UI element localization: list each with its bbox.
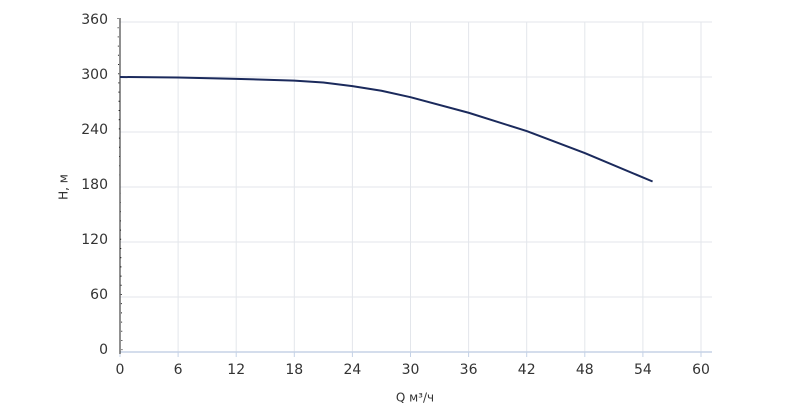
x-tick-label: 48 <box>576 362 594 378</box>
x-tick-label: 54 <box>634 362 652 378</box>
curve <box>119 76 653 183</box>
y-tick-label: 0 <box>99 342 108 358</box>
x-tick-label: 36 <box>460 362 478 378</box>
y-axis-minor <box>117 17 123 355</box>
x-tick-label: 0 <box>116 362 125 378</box>
x-axis-label: Q м³/ч <box>396 391 434 405</box>
x-tick-label: 6 <box>174 362 183 378</box>
y-tick-label: 180 <box>81 177 108 193</box>
x-tick-label: 30 <box>402 362 420 378</box>
y-tick-label: 120 <box>81 232 108 248</box>
y-tick-label: 60 <box>90 287 108 303</box>
x-tick-label: 42 <box>518 362 536 378</box>
y-tick-label: 240 <box>81 122 108 138</box>
x-tick-label: 18 <box>285 362 303 378</box>
x-tick-label: 60 <box>692 362 710 378</box>
x-tick-label: 12 <box>227 362 245 378</box>
y-tick-label: 300 <box>81 67 108 83</box>
x-tick-label: 24 <box>343 362 361 378</box>
y-tick-label: 360 <box>81 12 108 28</box>
y-axis-label: H, м <box>57 174 71 200</box>
